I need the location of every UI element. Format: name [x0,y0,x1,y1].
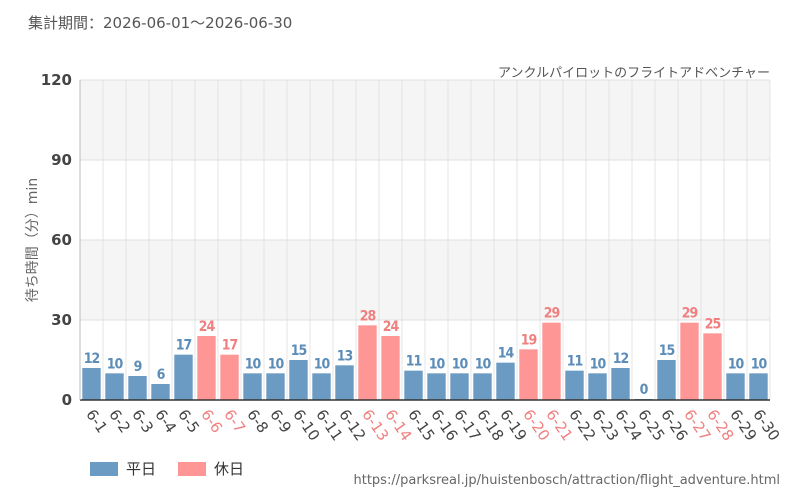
period-label: 集計期間：2026-06-01～2026-06-30 [28,14,293,32]
value-label: 10 [245,356,262,372]
y-tick-label: 30 [51,311,72,329]
x-tick-label: 6-3 [128,406,157,436]
y-tick-label: 0 [62,391,72,409]
bar [151,384,170,400]
value-label: 25 [705,316,721,332]
value-label: 14 [498,346,515,362]
value-label: 6 [157,367,166,383]
legend: 平日 休日 [90,458,266,479]
bar [289,360,308,400]
value-label: 10 [314,356,331,372]
legend-item-weekday: 平日 [90,458,156,479]
x-tick-label: 6-7 [220,406,249,436]
bar [220,354,239,400]
bar [174,354,193,400]
x-tick-label: 6-4 [151,406,180,436]
value-label: 13 [337,348,353,364]
bar [726,373,745,400]
value-label: 10 [452,356,469,372]
value-label: 9 [134,359,142,375]
legend-label-weekday: 平日 [126,460,157,478]
bar [312,373,331,400]
source-url: https://parksreal.jp/huistenbosch/attrac… [353,473,781,488]
x-tick-label: 6-9 [266,406,295,436]
y-tick-label: 90 [51,151,72,169]
value-label: 10 [751,356,768,372]
x-tick-label: 6-1 [82,406,111,436]
bar [703,333,722,400]
bar [404,370,423,400]
value-label: 15 [291,343,307,359]
bar [381,336,400,400]
bar [105,373,124,400]
bar [82,368,101,400]
value-label: 28 [360,308,376,324]
bar [473,373,492,400]
bar [519,349,538,400]
value-label: 19 [521,332,537,348]
bar [335,365,354,400]
bar [565,370,584,400]
chart-subtitle: アンクルパイロットのフライトアドベンチャー [498,66,770,81]
x-tick-label: 6-6 [197,406,226,436]
bar [128,376,147,400]
value-label: 10 [429,356,446,372]
value-label: 10 [268,356,285,372]
bar [680,322,699,400]
value-label: 10 [590,356,607,372]
bar [657,360,676,400]
value-label: 24 [199,319,216,335]
legend-swatch-weekday [90,461,118,476]
bar [243,373,262,400]
bar [427,373,446,400]
value-label: 10 [475,356,492,372]
value-label: 29 [682,306,698,322]
value-label: 0 [640,382,649,398]
legend-label-holiday: 休日 [214,460,245,478]
value-label: 17 [176,338,192,354]
x-tick-label: 6-5 [174,406,203,436]
bar [749,373,768,400]
value-label: 15 [659,343,675,359]
bar [542,322,561,400]
x-tick-label: 6-8 [243,406,272,436]
y-tick-label: 60 [51,231,72,249]
legend-item-holiday: 休日 [178,458,244,479]
bar [496,362,515,400]
legend-swatch-holiday [178,461,207,476]
value-label: 29 [544,306,560,322]
value-label: 12 [613,351,629,367]
value-label: 11 [567,354,583,370]
bar [611,368,630,400]
bar [266,373,285,400]
value-label: 12 [84,351,100,367]
bar [450,373,469,400]
value-label: 24 [383,319,400,335]
value-label: 10 [107,356,124,372]
value-label: 11 [406,354,422,370]
x-tick-label: 6-2 [105,406,134,436]
bar [358,325,377,400]
bar [588,373,607,400]
y-tick-label: 120 [41,71,72,89]
bar [197,336,216,400]
value-label: 17 [222,338,238,354]
value-label: 10 [728,356,745,372]
